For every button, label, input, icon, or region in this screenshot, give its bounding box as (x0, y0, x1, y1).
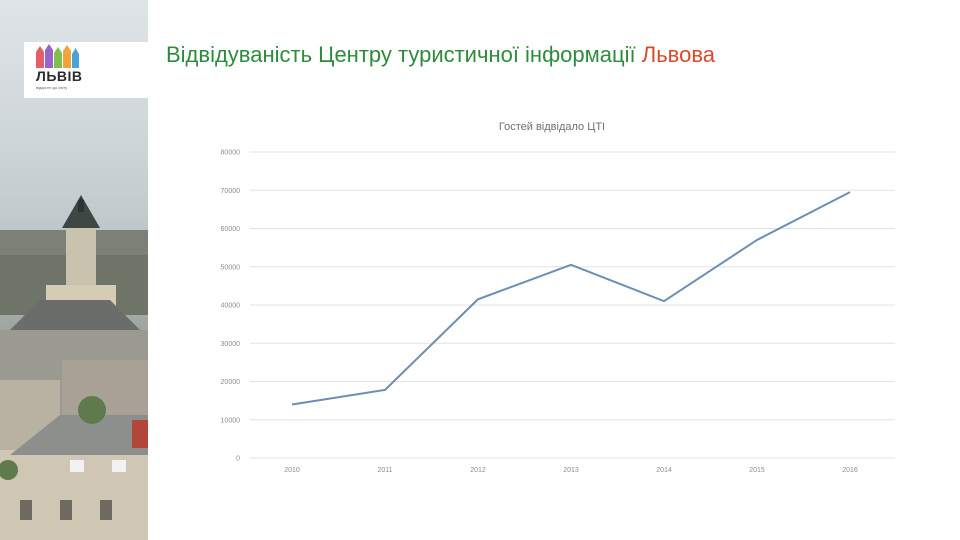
logo-tagline: відкрите до світу (36, 85, 68, 90)
y-tick-label: 10000 (221, 417, 241, 424)
city-skyline-illustration (0, 195, 148, 540)
grid (250, 151, 895, 459)
line-chart: Гостей відвідало ЦТІ 0 10000 20000 30000 400… (221, 121, 895, 474)
y-tick-label: 20000 (221, 379, 241, 386)
x-tick-label: 2015 (749, 467, 765, 474)
y-tick-label: 0 (236, 456, 240, 463)
y-tick-label: 30000 (221, 341, 241, 348)
x-tick-label: 2013 (563, 467, 579, 474)
y-axis-ticks: 0 10000 20000 30000 40000 50000 60000 70000 8000… (221, 150, 241, 463)
x-tick-label: 2010 (284, 467, 300, 474)
x-tick-label: 2012 (470, 467, 486, 474)
page-title: Відвідуваність Центру туристичної інформ… (166, 42, 715, 68)
y-tick-label: 70000 (221, 188, 241, 195)
page-title-main: Відвідуваність Центру туристичної інформ… (166, 42, 636, 67)
series-line (291, 191, 851, 406)
x-tick-label: 2016 (842, 467, 858, 474)
x-axis-ticks: 2010 2011 2012 2013 2014 2015 2016 (284, 467, 858, 474)
data-points (291, 192, 851, 405)
y-tick-label: 40000 (221, 303, 241, 310)
logo-wordmark: ЛЬВІВ (36, 68, 83, 84)
y-tick-label: 80000 (221, 150, 241, 157)
lviv-logo: ЛЬВІВ відкрите до світу (24, 42, 148, 98)
page-title-accent: Львова (641, 42, 716, 67)
y-tick-label: 60000 (221, 226, 241, 233)
chart-title: Гостей відвідало ЦТІ (499, 121, 605, 133)
x-tick-label: 2014 (656, 467, 672, 474)
y-tick-label: 50000 (221, 264, 241, 271)
x-tick-label: 2011 (377, 467, 392, 474)
lviv-houses-icon (36, 44, 79, 68)
